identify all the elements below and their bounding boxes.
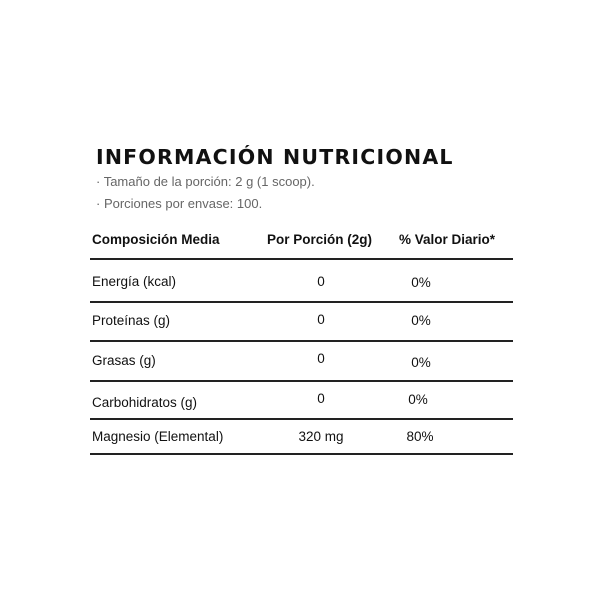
header-composition: Composición Media — [92, 232, 220, 247]
daily-value: 0% — [408, 392, 428, 407]
header-daily-value: % Valor Diario* — [399, 232, 496, 247]
divider — [90, 453, 513, 455]
divider — [90, 418, 513, 420]
per-serving-value: 0 — [317, 391, 325, 406]
divider — [90, 301, 513, 303]
daily-value: 0% — [411, 313, 431, 328]
per-serving-value: 0 — [317, 312, 325, 327]
per-serving-value: 0 — [317, 274, 325, 289]
nutrient-name: Carbohidratos (g) — [92, 395, 198, 410]
page-title: INFORMACIÓN NUTRICIONAL — [96, 145, 454, 169]
divider — [90, 380, 513, 382]
serving-size: · Tamaño de la porción: 2 g (1 scoop). — [96, 174, 315, 189]
daily-value: 80% — [406, 429, 434, 444]
daily-value: 0% — [411, 275, 431, 290]
servings-per-container: · Porciones por envase: 100. — [96, 196, 263, 211]
nutrient-name: Magnesio (Elemental) — [92, 429, 224, 444]
nutrient-name: Energía (kcal) — [92, 274, 177, 289]
per-serving-value: 0 — [317, 351, 325, 366]
per-serving-value: 320 mg — [298, 429, 344, 444]
nutrient-name: Grasas (g) — [92, 353, 156, 368]
divider — [90, 340, 513, 342]
header-per-serving: Por Porción (2g) — [267, 232, 373, 247]
nutrient-name: Proteínas (g) — [92, 313, 171, 328]
daily-value: 0% — [411, 355, 431, 370]
divider — [90, 258, 513, 260]
